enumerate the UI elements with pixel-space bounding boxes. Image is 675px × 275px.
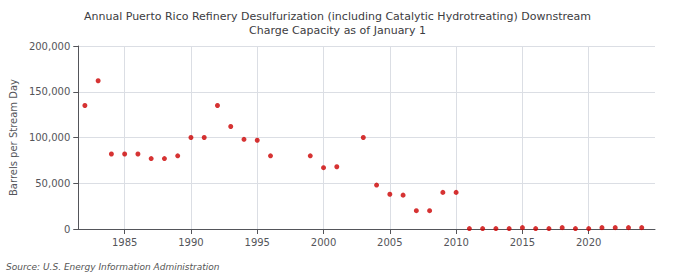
svg-text:1985: 1985 bbox=[112, 237, 137, 248]
svg-text:Charge Capacity as of January: Charge Capacity as of January 1 bbox=[249, 24, 426, 37]
svg-text:2000: 2000 bbox=[311, 237, 336, 248]
svg-text:200,000: 200,000 bbox=[29, 41, 70, 52]
svg-text:1990: 1990 bbox=[178, 237, 203, 248]
svg-text:Barrels per Stream Day: Barrels per Stream Day bbox=[8, 79, 19, 196]
svg-text:2015: 2015 bbox=[510, 237, 535, 248]
svg-text:1995: 1995 bbox=[245, 237, 270, 248]
svg-text:Annual Puerto Rico Refinery De: Annual Puerto Rico Refinery Desulfurizat… bbox=[84, 10, 591, 23]
svg-text:150,000: 150,000 bbox=[29, 86, 70, 97]
svg-text:2010: 2010 bbox=[443, 237, 468, 248]
svg-text:50,000: 50,000 bbox=[35, 178, 70, 189]
svg-text:Source: U.S. Energy Informatio: Source: U.S. Energy Information Administ… bbox=[6, 262, 220, 272]
svg-text:2020: 2020 bbox=[576, 237, 601, 248]
svg-text:2005: 2005 bbox=[377, 237, 402, 248]
svg-text:0: 0 bbox=[64, 224, 70, 235]
svg-text:100,000: 100,000 bbox=[29, 132, 70, 143]
